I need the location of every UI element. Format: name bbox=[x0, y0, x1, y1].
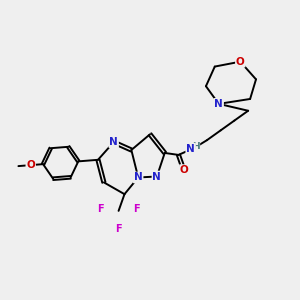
Text: H: H bbox=[192, 142, 200, 151]
Text: F: F bbox=[133, 204, 140, 214]
Text: O: O bbox=[26, 160, 35, 170]
Text: N: N bbox=[109, 137, 118, 147]
Text: O: O bbox=[236, 57, 245, 67]
Text: N: N bbox=[214, 99, 223, 109]
Text: N: N bbox=[134, 172, 142, 182]
Text: F: F bbox=[115, 224, 122, 233]
Text: F: F bbox=[98, 204, 104, 214]
Text: N: N bbox=[152, 172, 161, 182]
Text: N: N bbox=[186, 144, 195, 154]
Text: O: O bbox=[180, 165, 189, 175]
